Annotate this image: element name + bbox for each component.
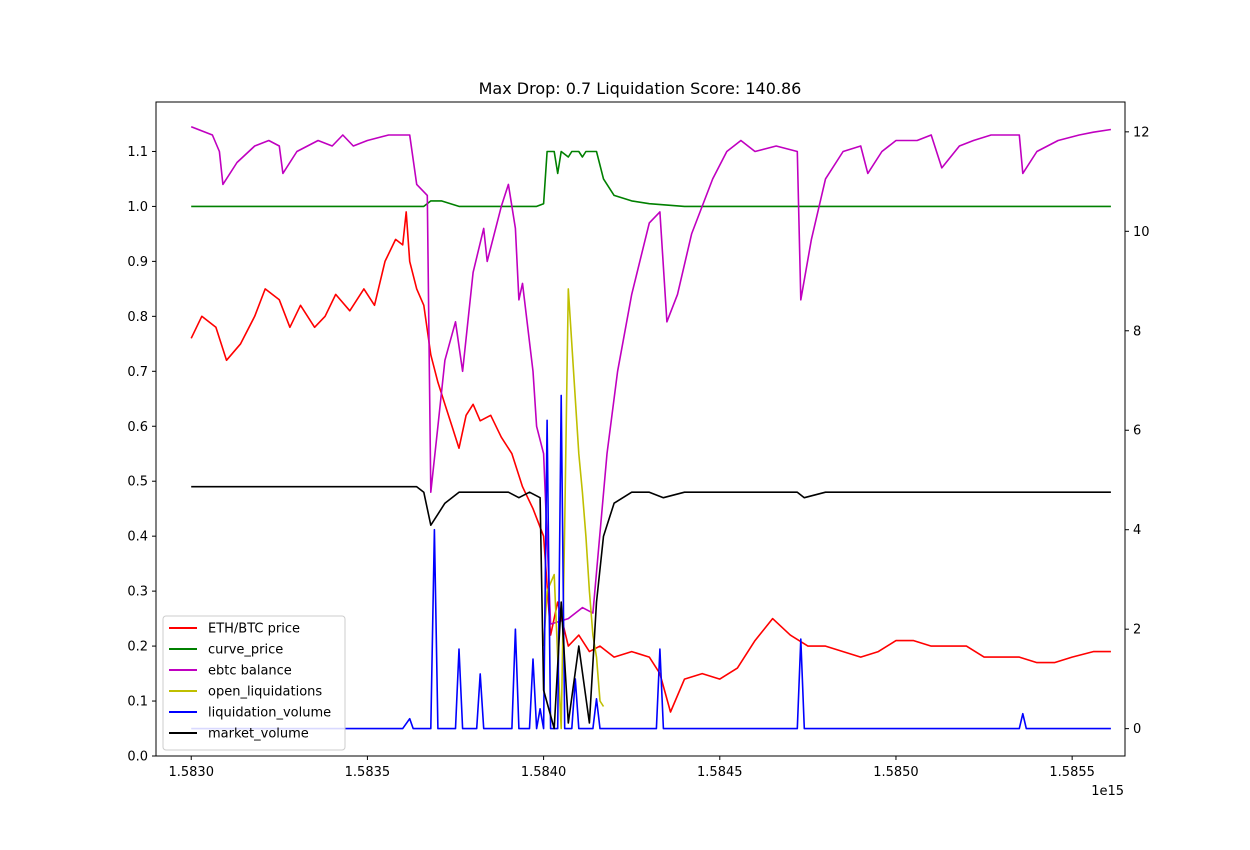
y-left-tick-label: 0.9 (127, 255, 148, 270)
y-right-tick-label: 4 (1133, 523, 1141, 538)
x-axis-offset-label: 1e15 (1091, 784, 1124, 799)
y-left-tick-label: 0.7 (127, 365, 148, 380)
y-left-tick-label: 0.4 (127, 530, 148, 545)
series-line-0 (190, 211, 1111, 713)
x-tick-label: 1.5830 (168, 765, 214, 780)
x-axis: 1.5830 1.5835 1.5840 1.5845 1.5850 1.5855 (168, 756, 1095, 780)
x-tick-label: 1.5835 (345, 765, 391, 780)
y-left-tick-label: 1.0 (127, 200, 148, 215)
x-tick-label: 1.5855 (1049, 765, 1095, 780)
y-left-tick-label: 0.6 (127, 420, 148, 435)
legend-entry: market_volume (208, 727, 309, 742)
x-tick-label: 1.5850 (873, 765, 919, 780)
y-right-tick-label: 6 (1133, 424, 1141, 439)
legend-entry: curve_price (208, 643, 283, 658)
y-left-tick-label: 0.1 (127, 695, 148, 710)
y-left-tick-label: 1.1 (127, 145, 148, 160)
legend-entry: liquidation_volume (208, 706, 331, 721)
y-left-tick-label: 0.3 (127, 585, 148, 600)
x-tick-label: 1.5845 (697, 765, 743, 780)
legend-entry: open_liquidations (208, 685, 322, 700)
y-left-tick-label: 0.2 (127, 640, 148, 655)
legend-entry: ebtc balance (208, 664, 292, 679)
legend-box (162, 615, 346, 751)
chart-title: Max Drop: 0.7 Liquidation Score: 140.86 (479, 79, 802, 98)
y-left-tick-label: 0.5 (127, 475, 148, 490)
series-layer (190, 125, 1112, 730)
y-right-tick-label: 2 (1133, 623, 1141, 638)
y-right-tick-label: 0 (1133, 722, 1141, 737)
series-line-5 (191, 485, 1111, 730)
x-tick-label: 1.5840 (521, 765, 567, 780)
y-axis-right: 0 2 4 6 8 10 12 (1125, 125, 1150, 737)
legend-entry: ETH/BTC price (208, 622, 300, 637)
axes-frame (155, 101, 1126, 757)
y-left-tick-label: 0.0 (127, 750, 148, 765)
y-right-tick-label: 10 (1133, 225, 1150, 240)
y-axis-left: 0.0 0.1 0.2 0.3 0.4 0.5 0.6 0.7 0.8 0.9 1.0 1.1 (127, 145, 156, 765)
series-line-2 (190, 125, 1112, 625)
series-line-1 (191, 150, 1111, 208)
y-right-tick-label: 12 (1133, 125, 1150, 140)
y-right-tick-label: 8 (1133, 324, 1141, 339)
series-line-4 (191, 394, 1111, 730)
y-left-tick-label: 0.8 (127, 310, 148, 325)
